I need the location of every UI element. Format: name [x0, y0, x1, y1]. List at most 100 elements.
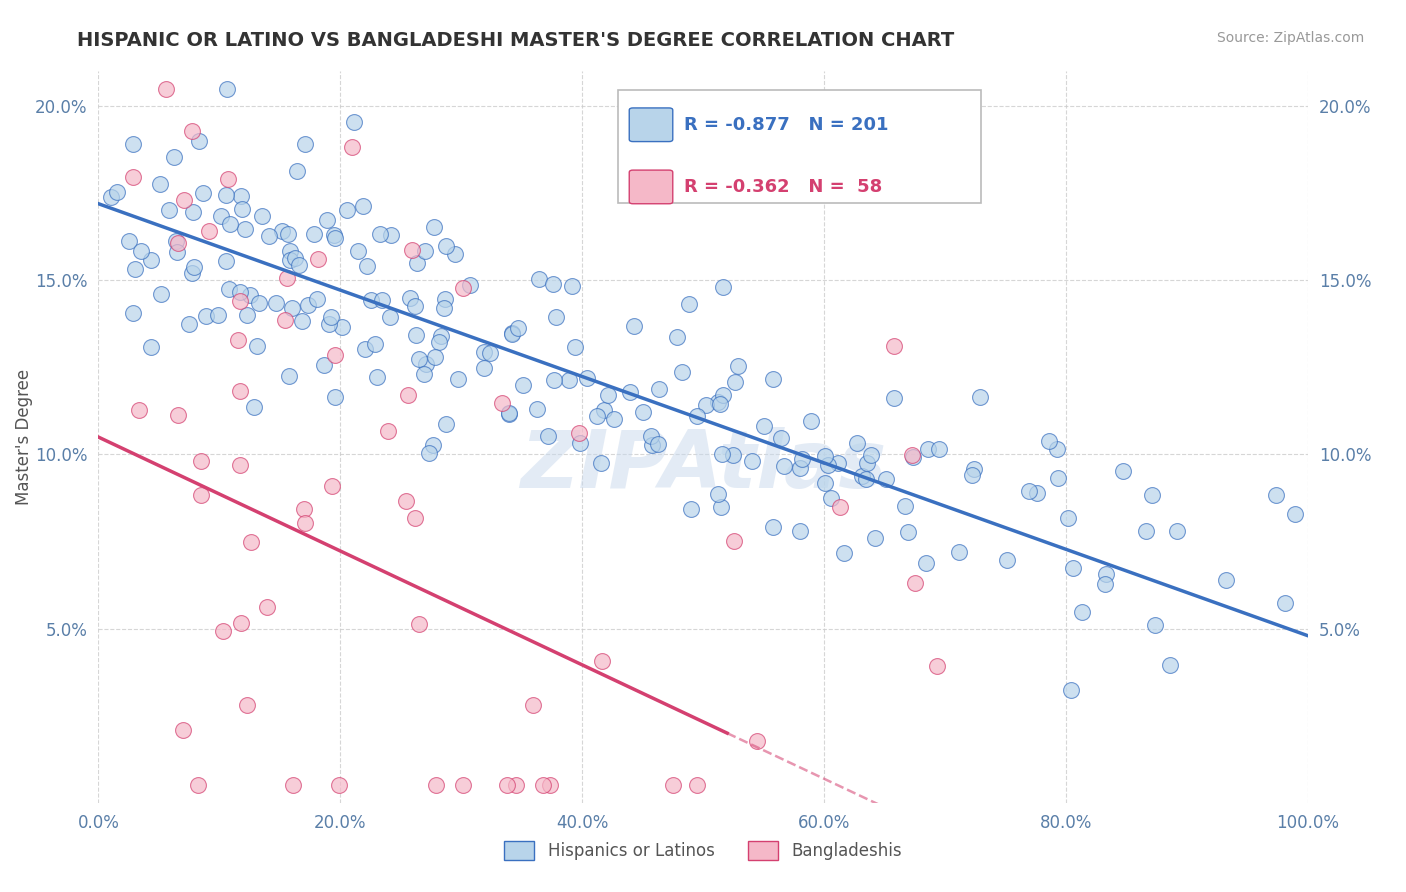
Point	[603, 412, 626, 426]
Point	[378, 310, 401, 325]
Text: R = -0.877   N = 201: R = -0.877 N = 201	[683, 116, 889, 134]
Point	[647, 437, 669, 451]
Point	[128, 403, 150, 417]
Point	[177, 317, 200, 331]
Point	[281, 301, 304, 316]
Point	[686, 778, 709, 792]
Point	[408, 617, 430, 632]
Point	[568, 436, 591, 450]
Point	[1215, 573, 1237, 587]
Point	[1018, 483, 1040, 498]
Point	[1062, 560, 1084, 574]
Point	[323, 231, 346, 245]
Point	[960, 468, 983, 483]
Point	[686, 409, 709, 423]
Point	[277, 227, 299, 241]
Point	[851, 468, 873, 483]
Point	[875, 472, 897, 486]
Point	[506, 321, 529, 335]
Point	[321, 479, 343, 493]
Point	[343, 114, 366, 128]
Point	[404, 511, 426, 525]
Point	[217, 171, 239, 186]
Point	[404, 299, 426, 313]
Point	[741, 454, 763, 468]
Point	[233, 222, 256, 236]
Point	[274, 313, 297, 327]
Point	[121, 306, 143, 320]
Point	[522, 698, 544, 712]
Point	[159, 202, 181, 217]
Point	[226, 333, 249, 347]
Point	[543, 373, 565, 387]
Point	[228, 384, 250, 399]
Point	[678, 297, 700, 311]
Point	[512, 378, 534, 392]
Point	[446, 372, 468, 386]
Point	[434, 239, 457, 253]
Point	[418, 445, 440, 459]
Point	[623, 318, 645, 333]
Point	[752, 418, 775, 433]
Point	[1095, 566, 1118, 581]
Point	[165, 234, 187, 248]
Point	[903, 450, 925, 464]
Legend: Hispanics or Latinos, Bangladeshis: Hispanics or Latinos, Bangladeshis	[505, 841, 901, 860]
Point	[963, 462, 986, 476]
Point	[773, 458, 796, 473]
Point	[1274, 596, 1296, 610]
Point	[121, 137, 143, 152]
Point	[118, 234, 141, 248]
Point	[318, 317, 340, 331]
Point	[100, 190, 122, 204]
Point	[405, 327, 427, 342]
Point	[695, 398, 717, 412]
Point	[406, 256, 429, 270]
Point	[380, 227, 402, 242]
Point	[356, 259, 378, 273]
Point	[139, 252, 162, 267]
Point	[219, 217, 242, 231]
Point	[105, 185, 128, 199]
Point	[124, 262, 146, 277]
Point	[1166, 524, 1188, 538]
Point	[883, 391, 905, 405]
Point	[190, 488, 212, 502]
Point	[727, 359, 749, 373]
Point	[371, 293, 394, 308]
Point	[820, 491, 842, 505]
Point	[215, 253, 238, 268]
Point	[501, 326, 523, 340]
Point	[1284, 507, 1306, 521]
Point	[167, 408, 190, 422]
Point	[166, 244, 188, 259]
Point	[1135, 524, 1157, 539]
Point	[792, 452, 814, 467]
Point	[537, 429, 560, 443]
Point	[307, 252, 329, 266]
Point	[458, 277, 481, 292]
Point	[591, 654, 613, 668]
Point	[631, 405, 654, 419]
Point	[723, 533, 745, 548]
Point	[173, 194, 195, 208]
Point	[860, 448, 883, 462]
Point	[209, 209, 232, 223]
Point	[585, 409, 607, 423]
Point	[827, 456, 849, 470]
Point	[413, 244, 436, 259]
Point	[231, 202, 253, 216]
Point	[364, 337, 387, 351]
Point	[430, 328, 453, 343]
Point	[564, 340, 586, 354]
Point	[593, 403, 616, 417]
Point	[769, 430, 792, 444]
Point	[323, 228, 346, 243]
Point	[544, 310, 567, 324]
Point	[543, 277, 565, 291]
Point	[122, 170, 145, 185]
Point	[1159, 657, 1181, 672]
Point	[495, 778, 517, 792]
Point	[814, 475, 837, 490]
Point	[319, 310, 342, 324]
